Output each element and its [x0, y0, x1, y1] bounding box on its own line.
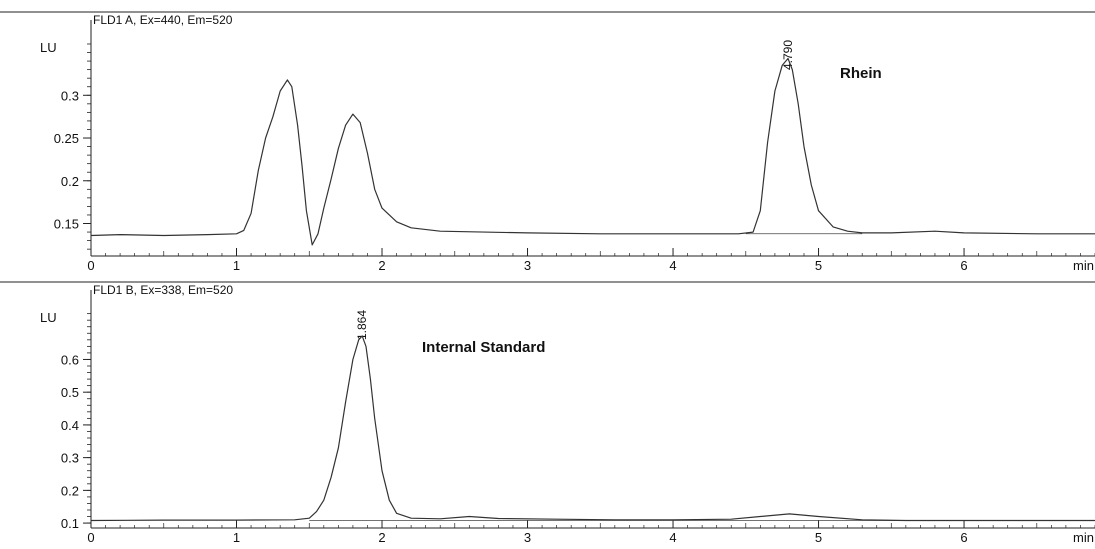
y-unit-label: LU [40, 40, 57, 55]
x-tick-label: 4 [669, 530, 676, 545]
y-tick-label: 0.5 [61, 385, 79, 400]
y-tick-label: 0.2 [61, 483, 79, 498]
peak-label: 1.864 [355, 310, 369, 340]
x-tick-label: 2 [378, 258, 385, 273]
x-unit-label: min [1073, 258, 1094, 273]
x-tick-label: 5 [815, 258, 822, 273]
x-tick-label: 0 [87, 258, 94, 273]
x-tick-label: 6 [960, 530, 967, 545]
y-tick-label: 0.2 [61, 174, 79, 189]
series-line [90, 335, 1095, 522]
x-tick-label: 1 [233, 258, 240, 273]
chart-panel-a: FLD1 A, Ex=440, Em=520 LU min Rhein 4.79… [0, 11, 1095, 273]
x-tick-label: 3 [524, 530, 531, 545]
y-tick-label: 0.1 [61, 516, 79, 531]
x-unit-label: min [1073, 530, 1094, 545]
y-tick-label: 0.3 [61, 88, 79, 103]
y-tick-label: 0.15 [54, 217, 79, 232]
x-tick-label: 2 [378, 530, 385, 545]
compound-label: Internal Standard [422, 339, 545, 356]
y-tick-label: 0.6 [61, 352, 79, 367]
series-line [90, 57, 1095, 246]
x-tick-label: 3 [524, 258, 531, 273]
y-tick-label: 0.3 [61, 451, 79, 466]
y-tick-label: 0.25 [54, 131, 79, 146]
x-tick-label: 6 [960, 258, 967, 273]
x-tick-label: 0 [87, 530, 94, 545]
x-tick-label: 1 [233, 530, 240, 545]
peak-label: 4.790 [781, 40, 795, 70]
y-unit-label: LU [40, 310, 57, 325]
x-tick-label: 4 [669, 258, 676, 273]
panel-title: FLD1 A, Ex=440, Em=520 [93, 13, 233, 27]
x-tick-label: 5 [815, 530, 822, 545]
compound-label: Rhein [840, 65, 882, 82]
panel-title: FLD1 B, Ex=338, Em=520 [93, 283, 233, 297]
y-tick-label: 0.4 [61, 418, 79, 433]
chart-panel-b: FLD1 B, Ex=338, Em=520 LU min Internal S… [0, 281, 1095, 545]
